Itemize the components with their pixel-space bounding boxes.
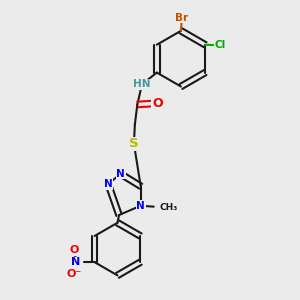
- Text: O: O: [70, 245, 79, 256]
- Text: O: O: [152, 97, 163, 110]
- Text: N: N: [71, 257, 81, 267]
- Text: O⁻: O⁻: [67, 269, 82, 279]
- Text: CH₃: CH₃: [159, 203, 178, 212]
- Text: N: N: [104, 179, 112, 189]
- Text: N: N: [136, 201, 145, 211]
- Text: S: S: [129, 137, 139, 150]
- Text: N: N: [116, 169, 125, 179]
- Text: HN: HN: [133, 80, 151, 89]
- Text: Cl: Cl: [214, 40, 226, 50]
- Text: Br: Br: [175, 13, 188, 23]
